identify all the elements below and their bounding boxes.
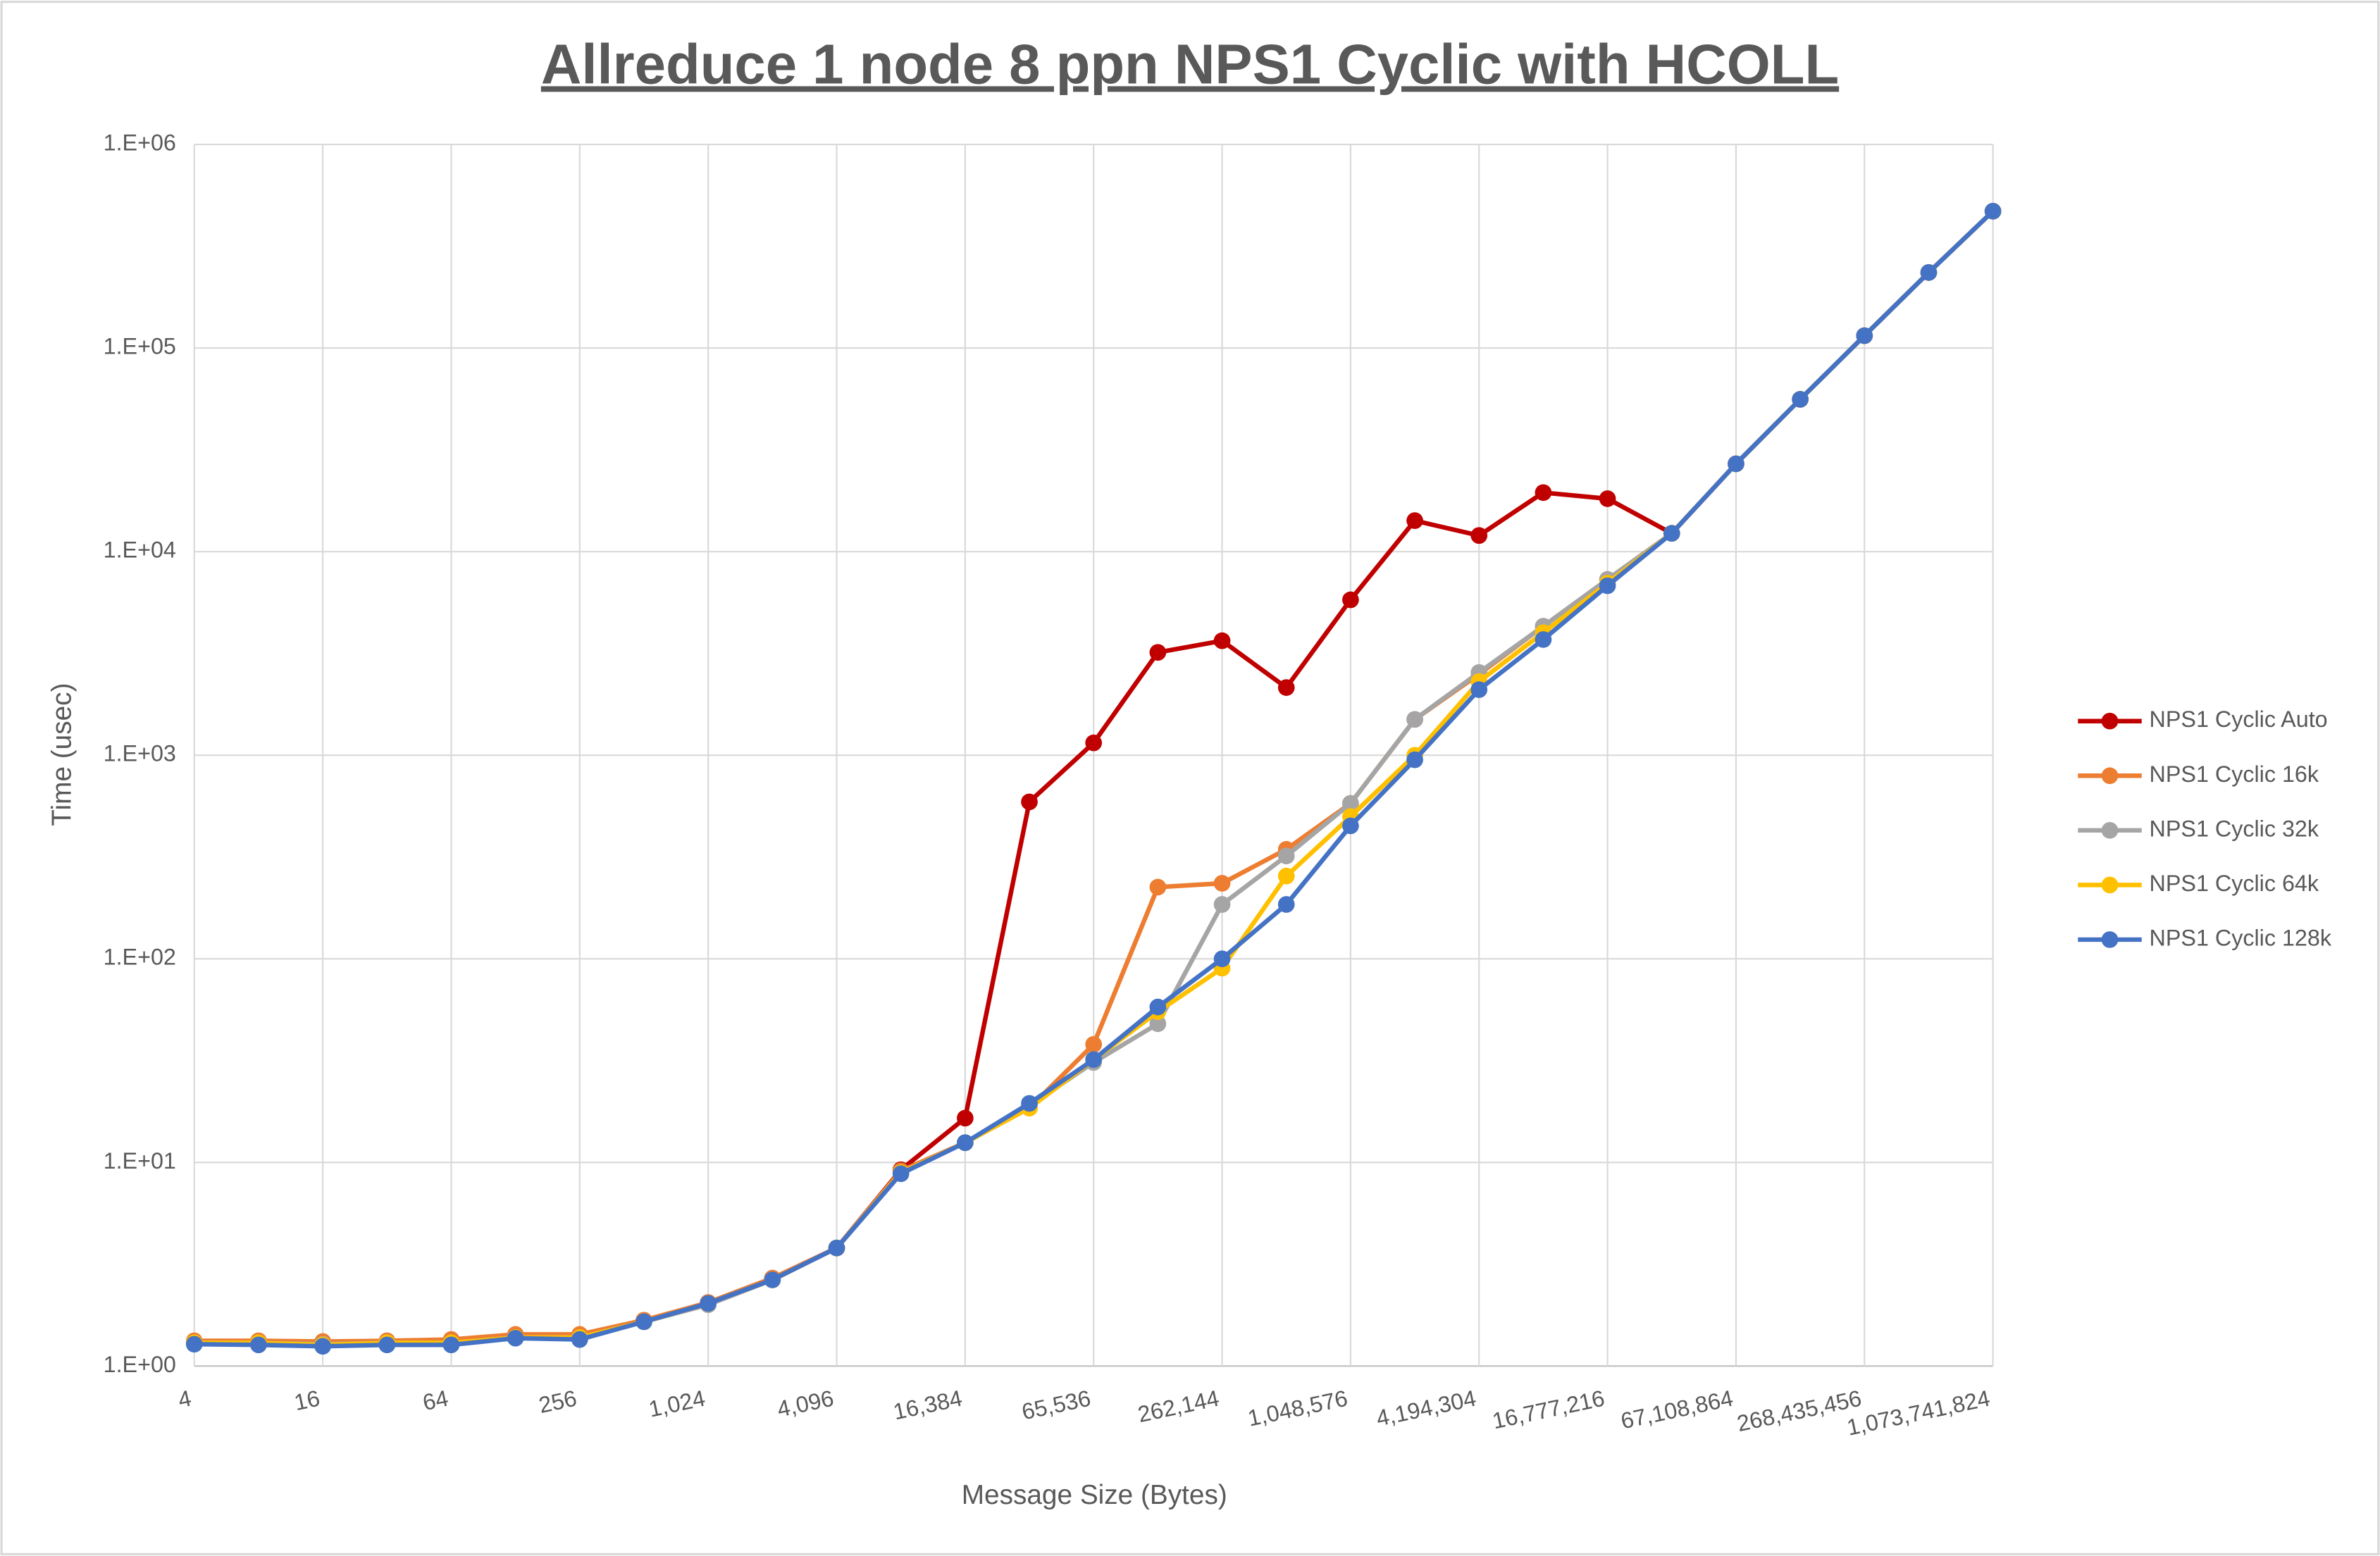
- data-point: [1021, 1095, 1038, 1112]
- data-point: [250, 1336, 267, 1354]
- data-point: [1085, 734, 1103, 752]
- data-point: [1535, 631, 1552, 648]
- data-point: [957, 1109, 974, 1127]
- data-point: [1149, 878, 1167, 896]
- data-point: [1856, 327, 1873, 344]
- data-point: [1663, 525, 1680, 542]
- legend-marker: [2101, 712, 2119, 730]
- data-point: [1342, 817, 1359, 835]
- data-point: [700, 1295, 717, 1312]
- data-point: [1470, 527, 1488, 544]
- data-point: [1406, 512, 1423, 529]
- legend-marker: [2101, 821, 2119, 839]
- data-point: [507, 1329, 524, 1347]
- x-tick-label: 64: [421, 1386, 451, 1416]
- y-tick-label: 1.E+02: [104, 945, 176, 970]
- y-tick-label: 1.E+01: [104, 1148, 176, 1174]
- data-point: [892, 1165, 910, 1183]
- data-point: [1342, 795, 1359, 812]
- data-point: [1920, 264, 1938, 281]
- data-point: [1728, 455, 1744, 473]
- legend-entry: NPS1 Cyclic 32k: [2078, 816, 2319, 841]
- data-point: [1213, 632, 1231, 649]
- legend-entry: NPS1 Cyclic 128k: [2078, 925, 2332, 950]
- data-point: [1021, 793, 1038, 811]
- y-tick-label: 1.E+00: [104, 1352, 176, 1377]
- data-point: [1342, 591, 1359, 609]
- legend-label: NPS1 Cyclic 64k: [2150, 871, 2319, 896]
- data-point: [1277, 847, 1295, 865]
- data-point: [1149, 644, 1167, 661]
- legend-entry: NPS1 Cyclic Auto: [2078, 707, 2328, 732]
- data-point: [1406, 751, 1423, 768]
- data-point: [1085, 1051, 1103, 1069]
- legend-entry: NPS1 Cyclic 64k: [2078, 871, 2319, 896]
- y-axis-title: Time (usec): [47, 683, 78, 826]
- data-point: [828, 1239, 845, 1257]
- legend-label: NPS1 Cyclic 32k: [2150, 816, 2319, 841]
- y-tick-label: 1.E+06: [104, 130, 176, 156]
- data-point: [1470, 681, 1488, 698]
- data-point: [1085, 1035, 1103, 1053]
- data-point: [1213, 896, 1231, 913]
- data-point: [1149, 1015, 1167, 1033]
- data-point: [1535, 484, 1552, 502]
- data-point: [1599, 490, 1616, 507]
- legend-label: NPS1 Cyclic 128k: [2150, 925, 2332, 950]
- chart-title: Allreduce 1 node 8 ppn NPS1 Cyclic with …: [541, 32, 1839, 95]
- data-point: [1213, 875, 1231, 892]
- data-point: [442, 1336, 460, 1354]
- legend-marker: [2101, 876, 2119, 894]
- data-point: [1984, 202, 2002, 220]
- legend-label: NPS1 Cyclic 16k: [2150, 761, 2319, 787]
- legend-marker: [2101, 767, 2119, 785]
- legend-entry: NPS1 Cyclic 16k: [2078, 761, 2319, 787]
- x-axis-title: Message Size (Bytes): [962, 1480, 1227, 1510]
- data-point: [571, 1331, 588, 1348]
- legend-label: NPS1 Cyclic Auto: [2150, 707, 2328, 732]
- data-point: [1792, 391, 1809, 408]
- data-point: [1213, 950, 1231, 968]
- data-point: [1277, 896, 1295, 913]
- data-point: [764, 1271, 781, 1288]
- y-tick-label: 1.E+04: [104, 537, 176, 563]
- data-point: [185, 1336, 203, 1353]
- legend-marker: [2101, 931, 2119, 948]
- y-tick-label: 1.E+05: [104, 334, 176, 359]
- data-point: [1406, 711, 1423, 728]
- data-point: [1277, 867, 1295, 885]
- data-point: [1149, 998, 1167, 1016]
- data-point: [314, 1338, 331, 1355]
- data-point: [378, 1336, 396, 1354]
- data-point: [1599, 577, 1616, 595]
- data-point: [636, 1313, 652, 1331]
- data-point: [957, 1134, 974, 1152]
- data-point: [1277, 679, 1295, 696]
- x-tick-label: 16: [292, 1386, 322, 1416]
- y-tick-label: 1.E+03: [104, 741, 176, 766]
